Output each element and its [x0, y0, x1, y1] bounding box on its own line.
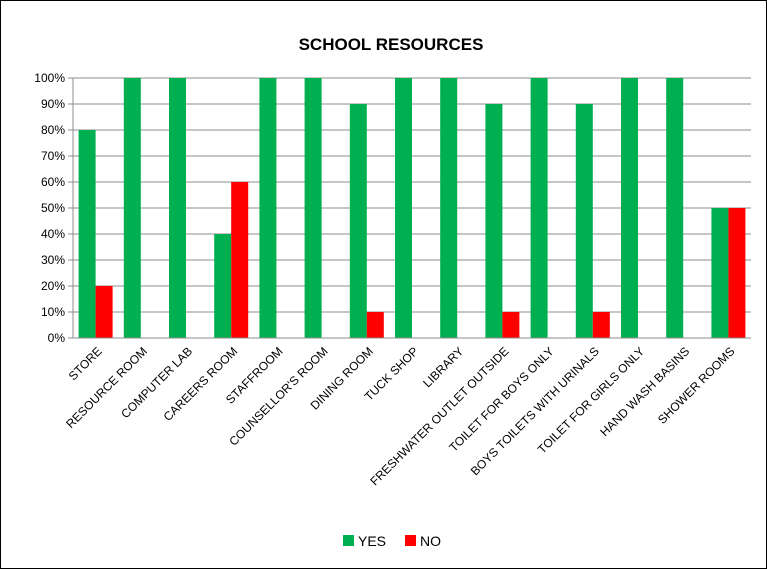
bar-no [728, 208, 746, 338]
bar-yes [575, 104, 593, 338]
x-tick-label: SHOWER ROOMS [655, 344, 737, 426]
bar-yes [485, 104, 503, 338]
bar-yes [123, 78, 141, 338]
y-axis: 0% 10% 20% 30% 40% 50% 60% 70% 80% 90% 100% [34, 71, 74, 345]
bar-yes [440, 78, 458, 338]
x-tick-label: HAND WASH BASINS [597, 344, 692, 439]
y-tick-label: 40% [41, 227, 65, 241]
x-tick-label: LIBRARY [420, 344, 466, 390]
bars [78, 78, 746, 338]
y-tick-label: 60% [41, 175, 65, 189]
legend-swatch-no [405, 535, 416, 546]
y-tick-label: 50% [41, 201, 65, 215]
bar-yes [530, 78, 548, 338]
bar-no [366, 312, 384, 338]
y-tick-label: 0% [48, 331, 66, 345]
x-tick-label: RESOURCE ROOM [63, 344, 150, 431]
legend-label-yes: YES [358, 533, 386, 549]
bar-yes [711, 208, 729, 338]
bar-yes [78, 130, 96, 338]
bar-no [95, 286, 113, 338]
bar-yes [214, 234, 232, 338]
bar-yes [304, 78, 322, 338]
y-tick-label: 90% [41, 97, 65, 111]
y-tick-label: 70% [41, 149, 65, 163]
y-tick-label: 100% [34, 71, 65, 85]
bar-yes [666, 78, 684, 338]
y-tick-label: 20% [41, 279, 65, 293]
y-tick-label: 10% [41, 305, 65, 319]
legend-label-no: NO [420, 533, 441, 549]
bar-no [592, 312, 610, 338]
bar-no [231, 182, 249, 338]
bar-yes [395, 78, 412, 338]
bar-yes [169, 78, 186, 338]
y-tick-label: 80% [41, 123, 65, 137]
y-tick-label: 30% [41, 253, 65, 267]
bar-yes [349, 104, 367, 338]
chart-title: SCHOOL RESOURCES [299, 35, 484, 54]
legend: YES NO [343, 533, 441, 549]
x-tick-label: STORE [66, 344, 105, 383]
bar-yes [621, 78, 638, 338]
bar-no [502, 312, 520, 338]
bar-yes [259, 78, 277, 338]
legend-swatch-yes [343, 535, 354, 546]
